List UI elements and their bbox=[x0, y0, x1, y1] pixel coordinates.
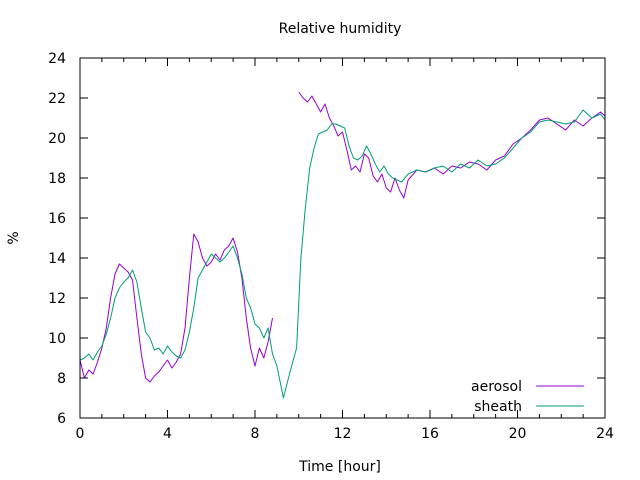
x-tick-label: 0 bbox=[76, 426, 85, 442]
ticks: 0 4 8 12 16 20 24 6 8 10 12 14 16 18 20 22 24 bbox=[48, 51, 614, 442]
y-tick-label: 22 bbox=[48, 91, 66, 107]
x-tick-label: 12 bbox=[334, 426, 352, 442]
y-axis-label: % bbox=[6, 231, 22, 244]
legend-label-sheath: sheath bbox=[474, 399, 522, 415]
y-tick-label: 18 bbox=[48, 171, 66, 187]
y-tick-label: 8 bbox=[57, 371, 66, 387]
plot-series bbox=[79, 91, 606, 399]
x-tick-label: 24 bbox=[596, 426, 614, 442]
y-tick-label: 16 bbox=[48, 211, 66, 227]
x-axis-label: Time [hour] bbox=[298, 459, 381, 475]
legend: aerosol sheath bbox=[471, 379, 584, 415]
y-tick-label: 14 bbox=[48, 251, 66, 267]
x-tick-label: 16 bbox=[421, 426, 439, 442]
y-tick-label: 10 bbox=[48, 331, 66, 347]
chart-title: Relative humidity bbox=[279, 21, 402, 37]
legend-label-aerosol: aerosol bbox=[471, 379, 522, 395]
x-tick-label: 4 bbox=[163, 426, 172, 442]
x-tick-label: 8 bbox=[251, 426, 260, 442]
x-tick-label: 20 bbox=[509, 426, 527, 442]
y-tick-label: 20 bbox=[48, 131, 66, 147]
y-tick-label: 12 bbox=[48, 291, 66, 307]
series-line-sheath bbox=[79, 109, 606, 399]
y-tick-label: 6 bbox=[57, 411, 66, 427]
plot-frame bbox=[79, 57, 606, 419]
y-tick-label: 24 bbox=[48, 51, 66, 67]
